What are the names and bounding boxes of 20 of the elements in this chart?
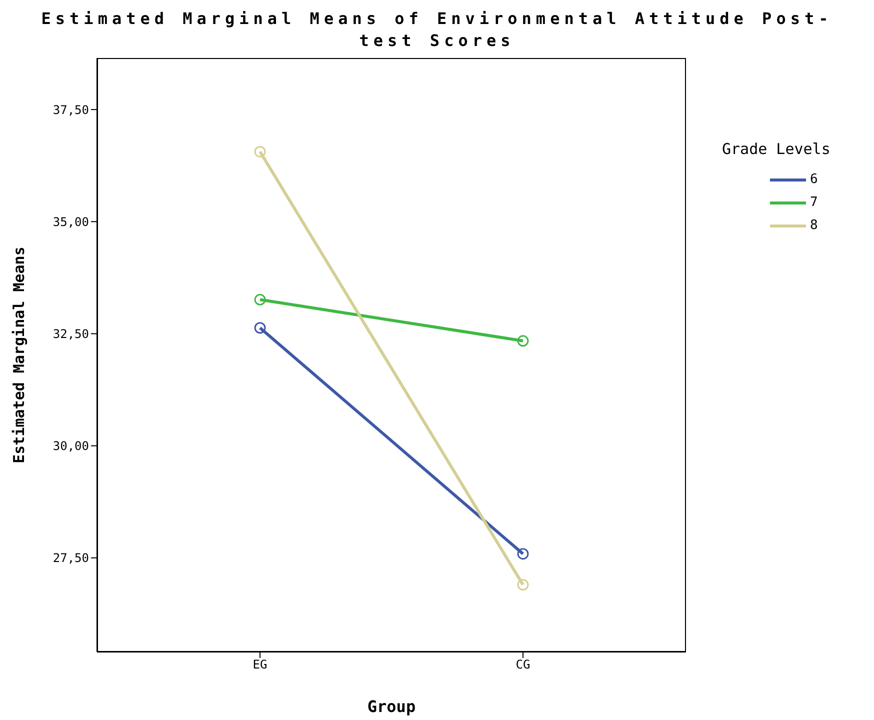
y-tick-label: 35,00 — [52, 214, 89, 229]
x-tick-label: CG — [516, 658, 530, 672]
y-tick-label: 30,00 — [52, 439, 89, 454]
y-axis-title: Estimated Marginal Means — [10, 246, 28, 464]
point — [517, 548, 529, 560]
point — [254, 146, 266, 158]
legend-label: 8 — [810, 218, 818, 233]
chart-title: Estimated Marginal Means of Environmental Attitude Post-test Scores — [40, 8, 834, 52]
x-axis-title: Group — [367, 697, 416, 716]
legend-title: Grade Levels — [722, 140, 830, 158]
legend-label: 6 — [810, 172, 818, 187]
x-tick-label: EG — [252, 658, 268, 672]
point — [254, 322, 266, 334]
point — [517, 579, 529, 591]
legend-label: 7 — [810, 195, 818, 210]
y-tick-label: 37,50 — [52, 102, 89, 117]
y-tick-label: 32,50 — [52, 326, 89, 341]
point — [517, 335, 529, 347]
y-tick-label: 27,50 — [52, 551, 89, 566]
point — [254, 294, 266, 306]
